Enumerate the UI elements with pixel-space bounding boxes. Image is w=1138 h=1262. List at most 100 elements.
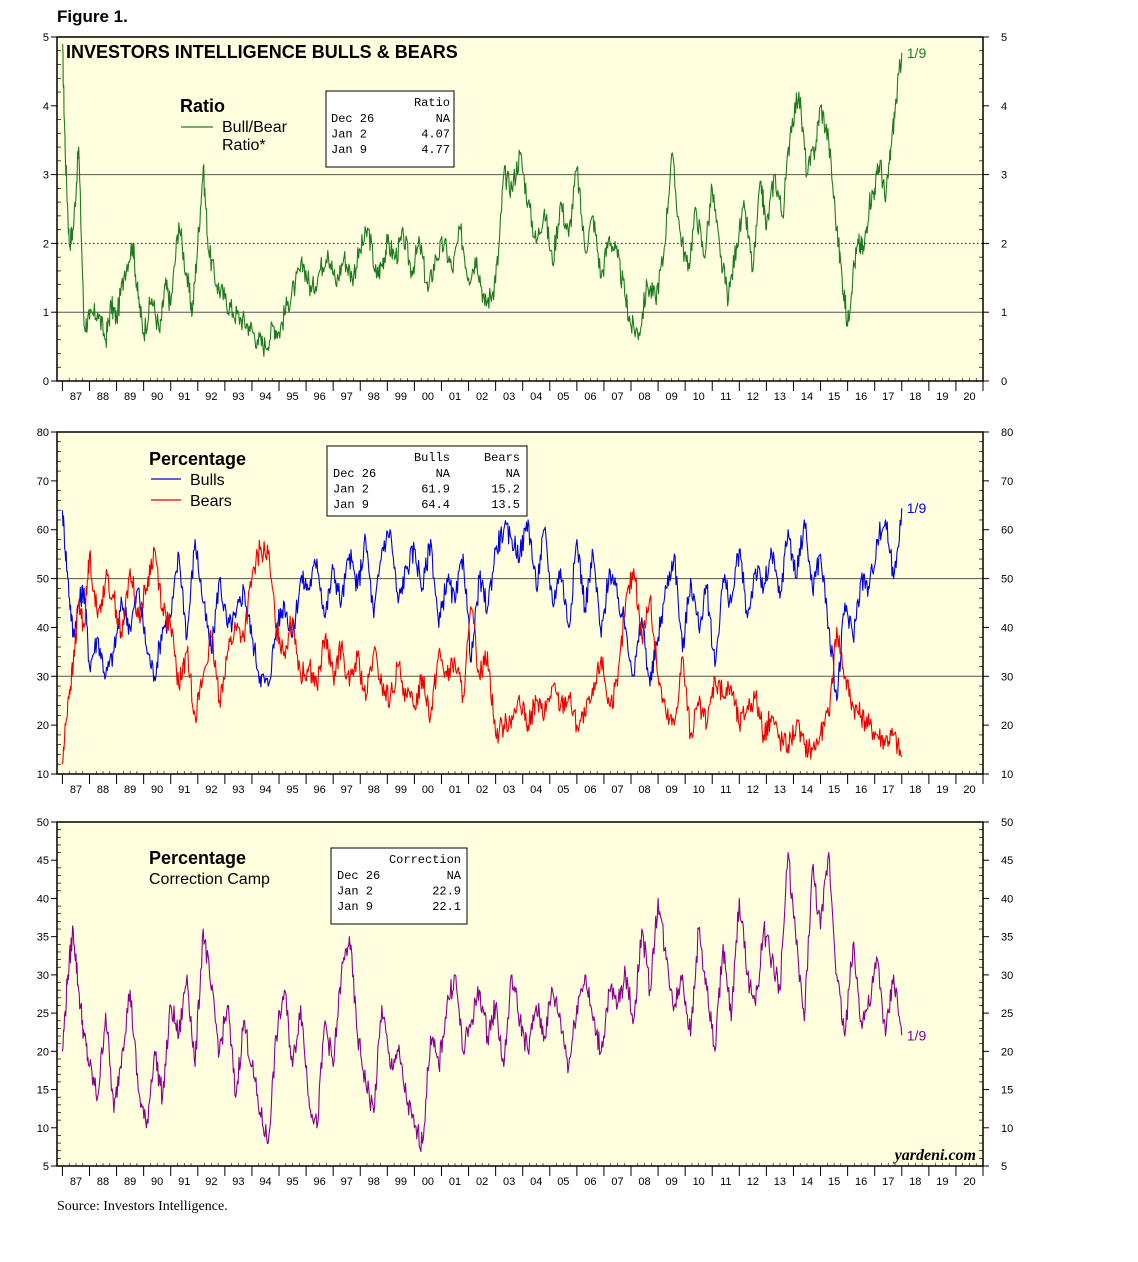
series-line-correction-camp [61, 852, 903, 1153]
end-label: 1/9 [907, 1027, 927, 1043]
x-tick-label: 03 [503, 391, 515, 403]
watermark: yardeni.com [893, 1147, 976, 1164]
x-tick-label: 18 [909, 784, 921, 796]
chart-title: INVESTORS INTELLIGENCE BULLS & BEARS [66, 42, 458, 62]
y-tick-label-left: 35 [37, 932, 49, 944]
x-tick-label: 20 [963, 784, 975, 796]
x-tick-label: 09 [666, 784, 678, 796]
table-cell: 4.07 [421, 128, 450, 142]
x-tick-label: 13 [774, 784, 786, 796]
y-tick-label-left: 50 [37, 817, 49, 829]
plot-background [57, 37, 983, 381]
table-cell: NA [436, 467, 451, 481]
x-tick-label: 87 [70, 391, 82, 403]
x-tick-label: 20 [963, 1176, 975, 1188]
x-tick-label: 93 [232, 784, 244, 796]
x-tick-label: 01 [449, 1176, 461, 1188]
y-tick-label-right: 60 [1001, 525, 1013, 537]
y-tick-label-left: 25 [37, 1008, 49, 1020]
x-tick-label: 08 [638, 1176, 650, 1188]
y-tick-label-right: 35 [1001, 932, 1013, 944]
x-tick-label: 11 [720, 784, 731, 796]
table-cell: Dec 26 [337, 869, 380, 883]
table-cell: Dec 26 [333, 467, 376, 481]
x-tick-label: 17 [882, 1176, 894, 1188]
x-tick-label: 01 [449, 391, 461, 403]
x-tick-label: 02 [476, 391, 488, 403]
y-tick-label-left: 40 [37, 622, 49, 634]
y-tick-label-right: 70 [1001, 476, 1013, 488]
value-table [330, 847, 468, 925]
table-cell: 13.5 [491, 498, 520, 512]
x-tick-label: 16 [855, 391, 867, 403]
y-tick-label-left: 4 [43, 101, 49, 113]
x-tick-label: 95 [286, 391, 298, 403]
table-header: Ratio [414, 96, 450, 110]
table-cell: 64.4 [421, 498, 450, 512]
x-tick-label: 01 [449, 784, 461, 796]
y-tick-label-left: 1 [43, 307, 49, 319]
table-cell: NA [447, 869, 462, 883]
x-tick-label: 10 [693, 391, 705, 403]
panel-title: Percentage [149, 449, 246, 469]
value-table [326, 445, 528, 517]
y-tick-label-right: 5 [1001, 1161, 1007, 1173]
y-tick-label-right: 50 [1001, 574, 1013, 586]
x-tick-label: 94 [259, 1176, 271, 1188]
y-tick-label-right: 0 [1001, 376, 1007, 388]
y-tick-label-right: 50 [1001, 817, 1013, 829]
x-tick-label: 03 [503, 1176, 515, 1188]
x-tick-label: 96 [314, 784, 326, 796]
x-tick-label: 15 [828, 784, 840, 796]
x-tick-label: 19 [936, 784, 948, 796]
x-tick-label: 08 [638, 391, 650, 403]
y-tick-label-right: 25 [1001, 1008, 1013, 1020]
x-tick-label: 90 [151, 1176, 163, 1188]
x-tick-label: 06 [584, 1176, 596, 1188]
table-cell: 61.9 [421, 483, 450, 497]
x-tick-label: 06 [584, 784, 596, 796]
y-tick-label-right: 40 [1001, 893, 1013, 905]
y-tick-label-right: 45 [1001, 855, 1013, 867]
y-tick-label-left: 30 [37, 671, 49, 683]
x-tick-label: 87 [70, 1176, 82, 1188]
x-tick-label: 09 [666, 391, 678, 403]
y-tick-label-left: 3 [43, 170, 49, 182]
y-tick-label-left: 2 [43, 238, 49, 250]
legend-label: Bull/Bear [222, 119, 288, 136]
x-tick-label: 00 [422, 391, 434, 403]
legend-label: Ratio* [222, 137, 266, 154]
y-tick-label-left: 45 [37, 855, 49, 867]
x-tick-label: 11 [720, 391, 731, 403]
x-tick-label: 90 [151, 784, 163, 796]
x-tick-label: 13 [774, 391, 786, 403]
table-cell: NA [506, 467, 521, 481]
x-tick-label: 12 [747, 784, 759, 796]
x-tick-label: 11 [720, 1176, 731, 1188]
y-tick-label-left: 20 [37, 1046, 49, 1058]
chart-panel-3: 5 5 10 10 15 15 20 20 25 25 30 30 35 35 40 40 45 45 50 50 87… [37, 817, 1014, 1188]
x-tick-label: 06 [584, 391, 596, 403]
y-tick-label-right: 3 [1001, 170, 1007, 182]
y-tick-label-left: 20 [37, 720, 49, 732]
table-cell: NA [436, 112, 451, 126]
x-tick-label: 89 [124, 784, 136, 796]
x-tick-label: 10 [693, 784, 705, 796]
x-tick-label: 99 [395, 784, 407, 796]
x-tick-label: 88 [97, 1176, 109, 1188]
table-cell: Jan 9 [337, 900, 373, 914]
legend-label: Correction Camp [149, 871, 270, 888]
x-tick-label: 17 [882, 784, 894, 796]
panel-title: Percentage [149, 848, 246, 868]
x-tick-label: 00 [422, 784, 434, 796]
table-cell: 22.1 [432, 900, 461, 914]
table-cell: 15.2 [491, 483, 520, 497]
x-tick-label: 89 [124, 391, 136, 403]
chart-panel-2: 10 10 20 20 30 30 40 40 50 50 60 60 70 70 80 80 87 88 89 90… [37, 427, 1014, 796]
table-cell: Jan 2 [331, 128, 367, 142]
x-tick-label: 95 [286, 1176, 298, 1188]
y-tick-label-right: 5 [1001, 32, 1007, 44]
plot-background [57, 822, 983, 1166]
x-tick-label: 98 [368, 391, 380, 403]
